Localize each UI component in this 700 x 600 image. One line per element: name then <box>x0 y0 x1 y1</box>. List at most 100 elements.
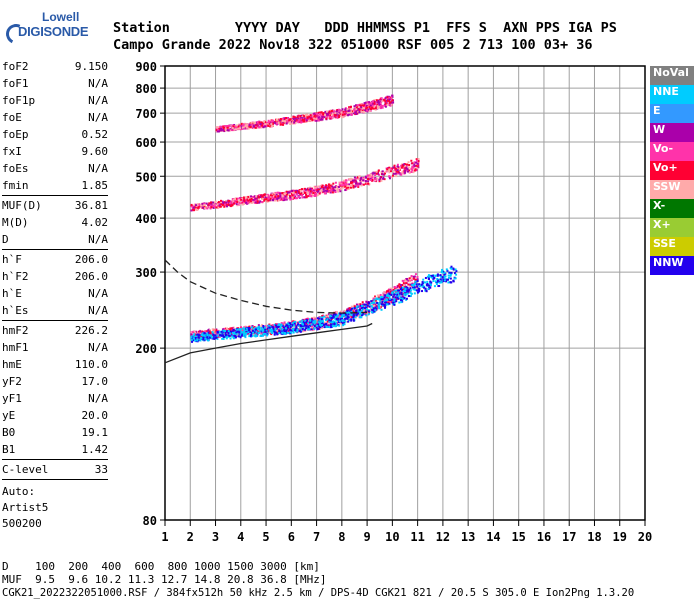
trace-dot <box>262 333 265 336</box>
trace-dot <box>204 207 207 210</box>
trace-dot <box>221 204 224 207</box>
trace-dot <box>295 324 298 327</box>
trace-dot <box>316 317 319 320</box>
trace-dot <box>381 106 384 109</box>
trace-dot <box>358 303 361 306</box>
trace-dot <box>389 104 392 107</box>
trace-dot <box>294 117 297 120</box>
trace-dot <box>198 334 201 337</box>
trace-dot <box>453 272 456 275</box>
trace-dot <box>301 319 304 322</box>
trace-dot <box>297 190 300 193</box>
trace-dot <box>213 203 216 206</box>
trace-dot <box>324 189 327 192</box>
trace-dot <box>215 126 218 129</box>
trace-dot <box>373 179 376 182</box>
param-name: fxI <box>2 145 22 158</box>
trace-dot <box>374 177 377 180</box>
trace-dot <box>286 322 289 325</box>
trace-dot <box>274 199 277 202</box>
trace-dot <box>331 187 334 190</box>
trace-dot <box>318 111 321 114</box>
trace-dot <box>347 320 350 323</box>
trace-dot <box>386 292 389 295</box>
trace-dot <box>319 186 322 189</box>
trace-dot <box>362 179 365 182</box>
trace-dot <box>190 336 193 339</box>
trace-dot <box>213 336 216 339</box>
trace-dot <box>272 196 275 199</box>
trace-dot <box>338 320 341 323</box>
trace-dot <box>332 322 335 325</box>
trace-dot <box>292 193 295 196</box>
trace-dot <box>452 279 455 282</box>
trace-dot <box>420 283 423 286</box>
trace-dot <box>276 198 279 201</box>
trace-dot <box>335 316 338 319</box>
trace-dot <box>395 175 398 178</box>
trace-dot <box>324 110 327 113</box>
trace-dot <box>196 339 199 342</box>
trace-dot <box>254 335 257 338</box>
trace-dot <box>394 286 397 289</box>
trace-dot <box>363 305 366 308</box>
trace-dot <box>352 315 355 318</box>
trace-dot <box>332 316 335 319</box>
trace-dot <box>193 203 196 206</box>
trace-dot <box>379 299 382 302</box>
trace-dot <box>309 119 312 122</box>
trace-dot <box>288 191 291 194</box>
trace-dot <box>360 314 363 317</box>
trace-dot <box>399 172 402 175</box>
trace-dot <box>390 291 393 294</box>
trace-dot <box>272 327 275 330</box>
trace-dot <box>416 280 419 283</box>
trace-dot <box>219 202 222 205</box>
trace-dot <box>367 177 370 180</box>
trace-dot <box>400 173 403 176</box>
trace-dot <box>262 124 265 127</box>
trace-dot <box>350 319 353 322</box>
trace-dot <box>270 328 273 331</box>
trace-dot <box>194 333 197 336</box>
trace-dot <box>333 320 336 323</box>
trace-dot <box>328 185 331 188</box>
trace-dot <box>281 197 284 200</box>
trace-dot <box>268 323 271 326</box>
trace-dot <box>338 111 341 114</box>
trace-dot <box>281 120 284 123</box>
param-value: 9.150 <box>74 60 108 73</box>
trace-dot <box>191 331 194 334</box>
trace-dot <box>425 284 428 287</box>
trace-dot <box>326 115 329 118</box>
trace-dot <box>393 293 396 296</box>
trace-dot <box>370 305 373 308</box>
trace-dot <box>236 204 239 207</box>
trace-dot <box>243 198 246 201</box>
trace-dot <box>255 330 258 333</box>
trace-dot <box>283 323 286 326</box>
trace-dot <box>370 108 373 111</box>
trace-dot <box>285 331 288 334</box>
trace-dot <box>299 189 302 192</box>
trace-dot <box>408 285 411 288</box>
trace-dot <box>352 186 355 189</box>
param-value: 206.0 <box>74 270 108 283</box>
trace-dot <box>304 113 307 116</box>
trace-dot <box>323 321 326 324</box>
x-tick-label: 6 <box>288 530 295 544</box>
trace-dot <box>317 185 320 188</box>
trace-dot <box>374 107 377 110</box>
trace-dot <box>403 296 406 299</box>
trace-dot <box>320 117 323 120</box>
trace-dot <box>358 316 361 319</box>
trace-dot <box>301 323 304 326</box>
trace-dot <box>272 324 275 327</box>
trace-dot <box>377 294 380 297</box>
trace-dot <box>362 107 365 110</box>
trace-dot <box>374 174 377 177</box>
trace-dot <box>453 277 456 280</box>
trace-dot <box>257 197 260 200</box>
trace-dot <box>205 338 208 341</box>
trace-dot <box>256 124 259 127</box>
